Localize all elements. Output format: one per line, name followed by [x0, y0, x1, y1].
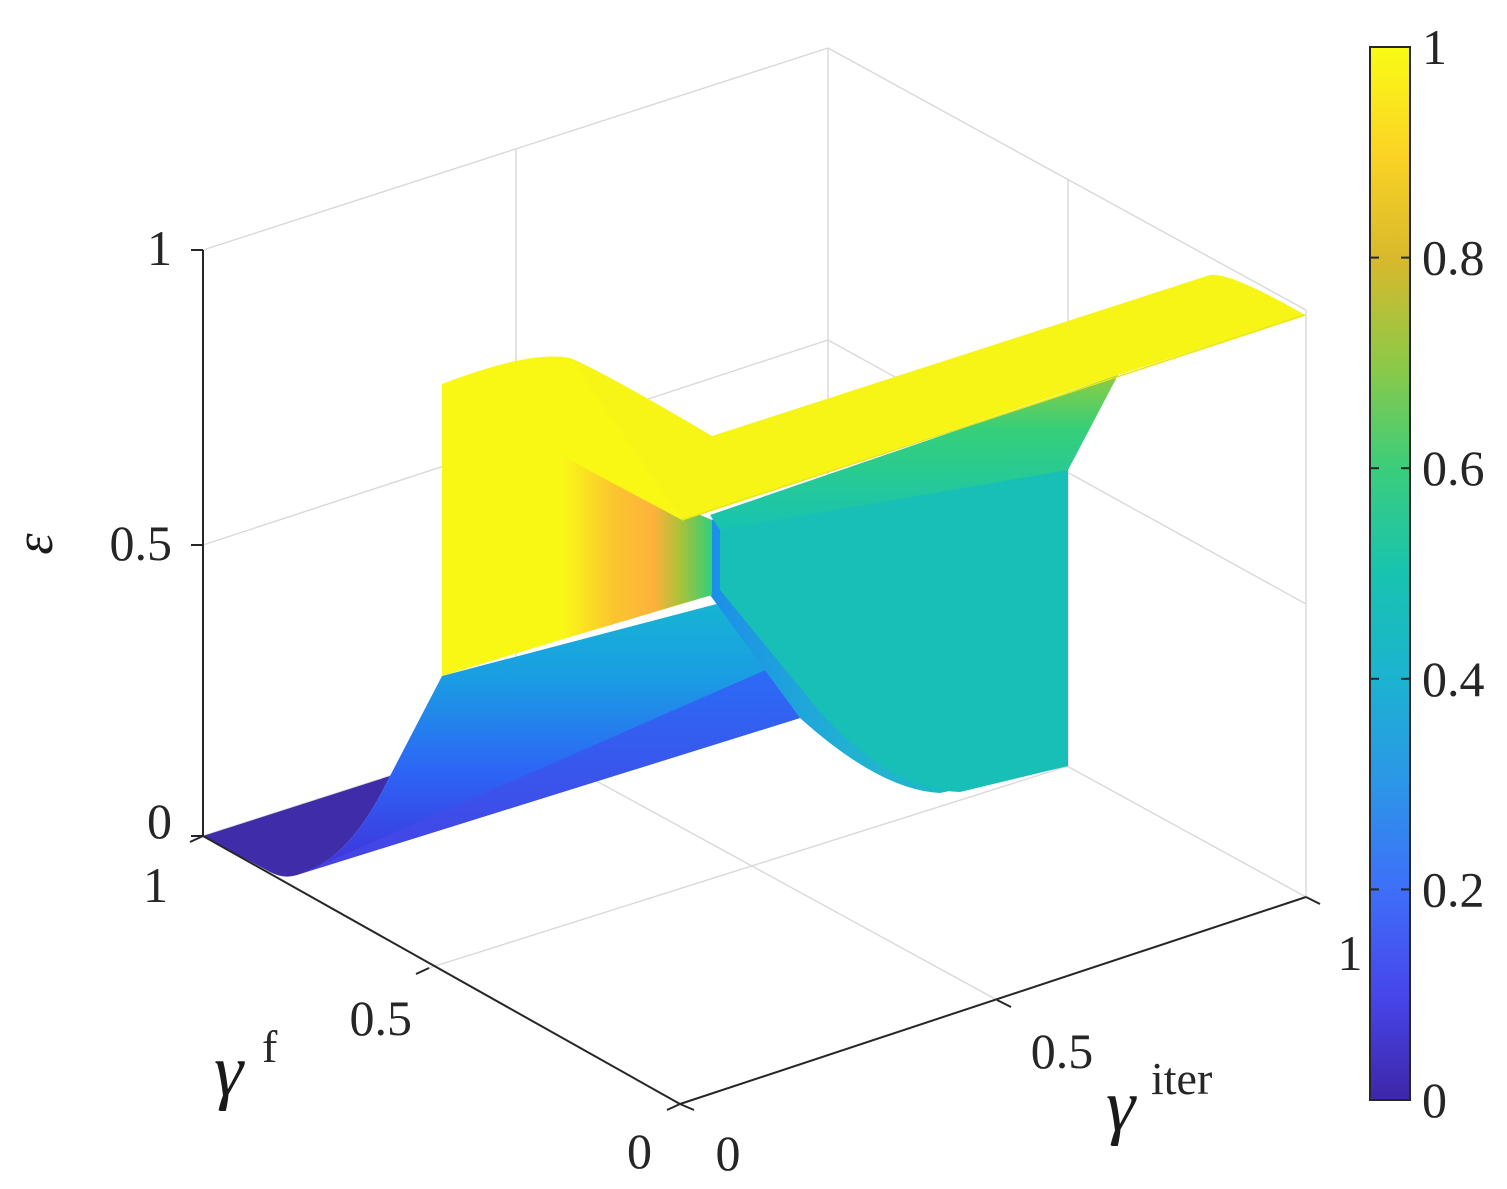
x-tick-label: 0.5	[1031, 1023, 1094, 1079]
surface-back-ramp	[710, 375, 1118, 530]
y-tick-label: 1	[143, 857, 168, 913]
colorbar-tick-label: 1	[1422, 19, 1447, 75]
y-tick-label: 0.5	[350, 990, 413, 1046]
colorbar-tick-label: 0.2	[1422, 861, 1485, 917]
colorbar-gradient	[1369, 46, 1411, 1101]
z-tick-label: 1	[147, 220, 172, 276]
y-tick-labels: 1 0.5 0	[143, 857, 652, 1179]
surface-front-ramp	[300, 590, 800, 874]
surface	[203, 274, 1306, 877]
z-tick-label: 0.5	[110, 515, 173, 571]
x-tick-label: 1	[1338, 925, 1363, 981]
z-tick-label: 0	[147, 793, 172, 849]
colorbar-ticks: 0 0.2 0.4 0.6 0.8 1	[1370, 19, 1485, 1128]
colorbar-tick-label: 0.6	[1422, 440, 1485, 496]
y-axis-label-symbol: γ	[214, 1030, 245, 1112]
colorbar-tick-label: 0.4	[1422, 651, 1485, 707]
x-axis-label-superscript: iter	[1151, 1053, 1212, 1104]
surface-mid-face	[720, 470, 1068, 792]
z-axis-label: ε	[4, 533, 64, 555]
x-tick-label: 0	[716, 1125, 741, 1181]
axis-lines	[189, 249, 1321, 1111]
x-tick-labels: 0 0.5 1	[716, 925, 1363, 1181]
surface-high-top	[570, 274, 1305, 520]
x-axis-label-symbol: γ	[1106, 1065, 1137, 1147]
surface-step-face	[560, 455, 712, 640]
colorbar-tick-label: 0	[1422, 1072, 1447, 1128]
surface-low-plateau	[203, 776, 390, 877]
y-axis-label-superscript: f	[262, 1021, 278, 1072]
colorbar-tick-label: 0.8	[1422, 230, 1485, 286]
colorbar: 0 0.2 0.4 0.6 0.8 1	[1369, 19, 1485, 1128]
surface-front-strip	[300, 668, 800, 874]
y-axis-label: γ f	[214, 1021, 278, 1112]
x-axis-label: γ iter	[1106, 1053, 1212, 1147]
y-tick-label: 0	[627, 1123, 652, 1179]
z-tick-labels: 1 0.5 0	[110, 220, 173, 849]
